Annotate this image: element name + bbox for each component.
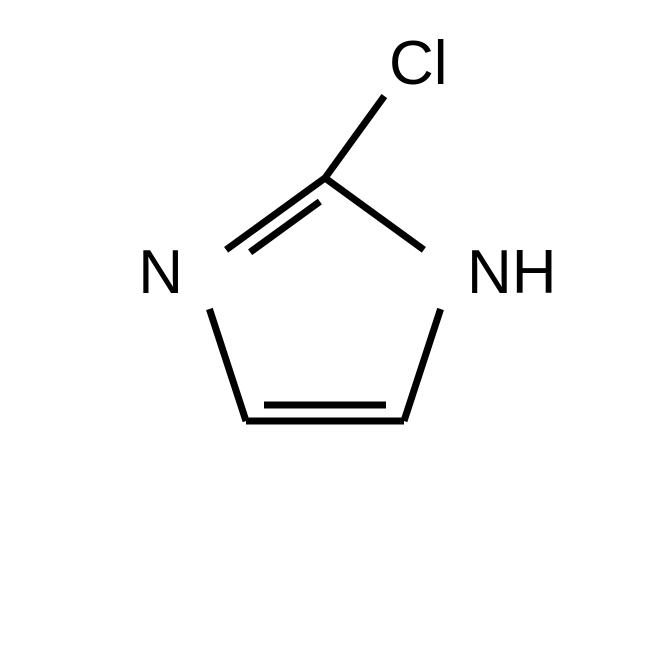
atom-label-cl: Cl [389,29,448,98]
molecule-diagram: NH N Cl [0,0,650,650]
atom-label-n3: N [138,238,183,307]
atom-label-n1: NH [467,238,557,307]
